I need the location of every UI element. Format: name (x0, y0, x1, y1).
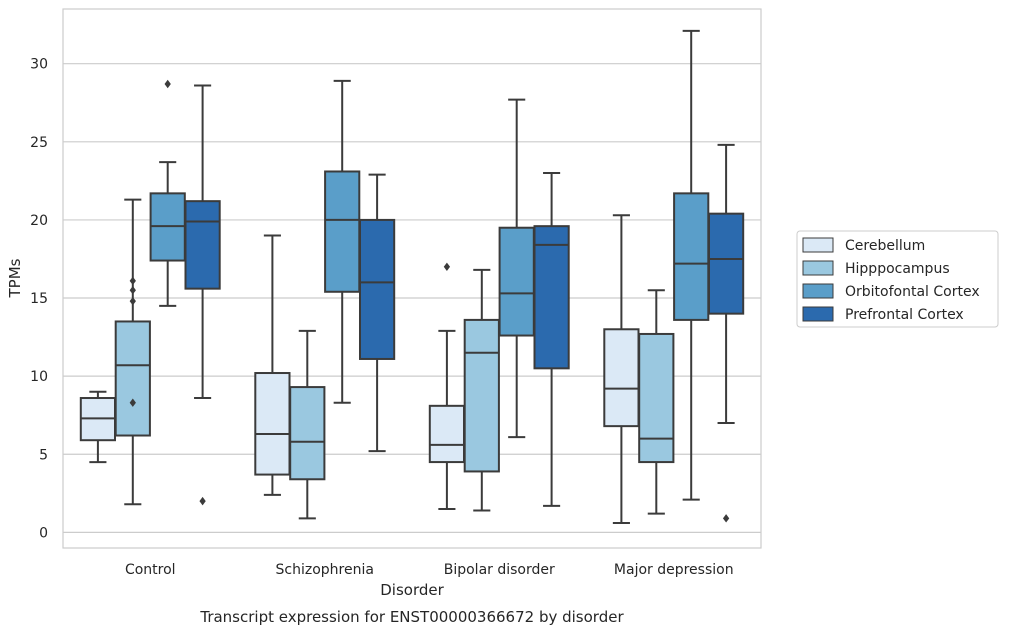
outlier-point (164, 79, 171, 89)
legend-swatch-3 (802, 306, 834, 322)
box-iqr (358, 218, 396, 360)
box-3-1 (638, 289, 675, 515)
box-0-3 (184, 84, 221, 506)
outlier-point (129, 286, 136, 295)
box-iqr (707, 212, 745, 315)
box-iqr (289, 386, 326, 481)
box-iqr (324, 170, 361, 293)
legend-frame (796, 230, 999, 328)
y-tick-label-15: 15 (30, 291, 48, 307)
outlier-point (443, 262, 451, 271)
box-0-1 (114, 198, 151, 506)
box-iqr (184, 200, 221, 290)
x-tick-labels: Control Schizophrenia Bipolar disorder Majo… (125, 562, 734, 578)
legend-swatch-0 (802, 237, 834, 253)
box-iqr (463, 318, 500, 473)
x-tick-label: Major depression (614, 562, 734, 578)
x-tick-label: Control (125, 562, 176, 578)
x-tick-label: Bipolar disorder (444, 562, 555, 578)
box-2-1 (463, 268, 500, 512)
chart-caption: Transcript expression for ENST0000036667… (199, 608, 624, 626)
outlier-point (129, 398, 136, 407)
box-iqr (114, 320, 151, 437)
legend: Cerebellum Hipppocampus Orbitofontal Corte… (796, 230, 999, 328)
box-1-1 (289, 329, 326, 520)
y-axis-label: TPMs (6, 258, 24, 298)
box-iqr (603, 328, 640, 428)
y-tick-labels: 0 5 10 15 20 25 30 (30, 57, 48, 542)
box-iqr (254, 372, 291, 476)
legend-label-2: Orbitofontal Cortex (845, 284, 980, 300)
x-axis-label: Disorder (380, 581, 444, 599)
y-tick-label-0: 0 (39, 525, 48, 541)
boxes-layer (79, 29, 745, 525)
y-tick-label-25: 25 (30, 135, 48, 151)
legend-swatch-2 (802, 283, 834, 299)
box-1-2 (324, 79, 361, 404)
box-iqr (498, 226, 535, 337)
box-iqr (533, 225, 570, 370)
outlier-point (129, 296, 136, 306)
box-3-3 (707, 143, 745, 523)
box-1-0 (254, 234, 291, 496)
box-3-0 (603, 214, 640, 525)
outlier-point (129, 276, 136, 286)
box-2-0 (428, 262, 466, 510)
box-1-3 (358, 173, 396, 453)
box-iqr (428, 404, 466, 464)
legend-label-0: Cerebellum (845, 238, 925, 254)
gridlines (63, 63, 761, 533)
y-tick-label-5: 5 (39, 447, 48, 463)
y-tick-label-10: 10 (30, 369, 48, 385)
outlier-point (199, 496, 206, 506)
y-tick-label-20: 20 (30, 213, 48, 229)
legend-label-1: Hipppocampus (845, 261, 950, 277)
legend-swatch-1 (802, 260, 834, 276)
box-iqr (638, 332, 675, 464)
outlier-point (722, 514, 730, 523)
box-2-2 (498, 98, 535, 439)
y-tick-label-30: 30 (30, 57, 48, 73)
legend-label-3: Prefrontal Cortex (845, 307, 964, 323)
box-2-3 (533, 172, 570, 507)
plot-frame (62, 8, 762, 549)
box-iqr (673, 192, 710, 321)
x-tick-label: Schizophrenia (276, 562, 374, 578)
